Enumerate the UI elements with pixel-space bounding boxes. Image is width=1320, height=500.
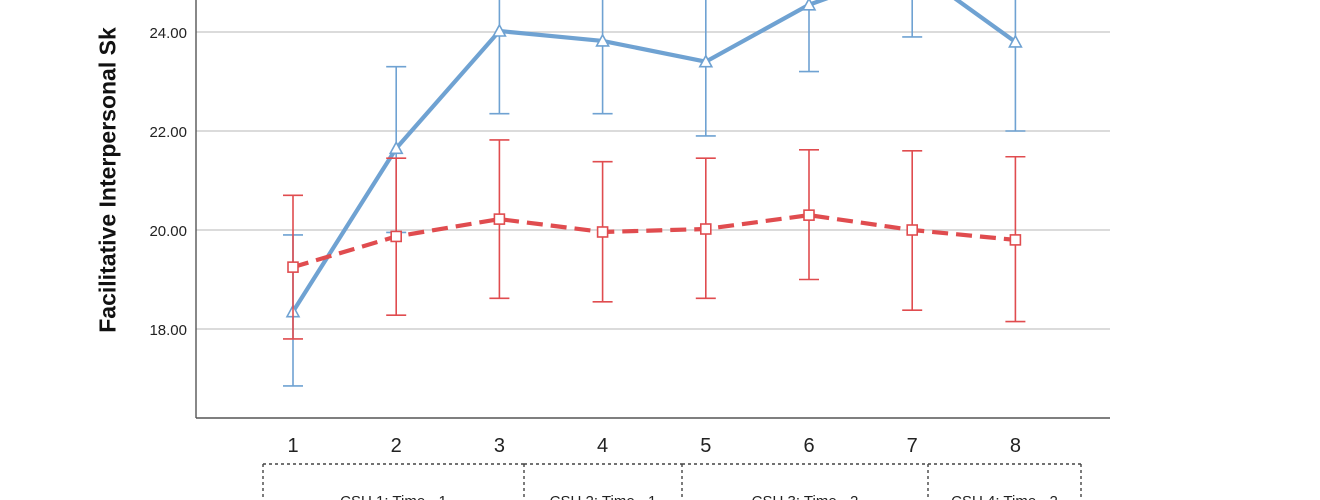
x-tick-label: 8: [1010, 435, 1021, 457]
y-tick-label: 20.00: [149, 223, 187, 240]
data-point: [388, 140, 404, 155]
group-label: CSU 1: Time - 1: [340, 493, 447, 500]
x-tick-label: 2: [391, 435, 402, 457]
data-point: [698, 54, 714, 68]
x-tick-label: 7: [907, 435, 918, 457]
x-tick-label: 3: [494, 435, 505, 457]
data-point: [390, 230, 403, 243]
data-point: [287, 261, 299, 273]
y-tick-label: 24.00: [149, 25, 187, 42]
data-point: [596, 226, 609, 238]
data-point: [699, 223, 712, 235]
data-point: [906, 224, 919, 236]
group-label: CSU 3: Time - 2: [752, 493, 859, 500]
data-point: [1008, 34, 1023, 48]
data-point: [801, 0, 817, 11]
y-tick-label: 18.00: [149, 322, 187, 339]
series-line: [291, 0, 1017, 313]
data-point: [595, 33, 610, 47]
data-point: [1009, 234, 1022, 246]
series-line: [292, 213, 1016, 270]
y-tick-label: 22.00: [149, 124, 187, 141]
group-label: CSU 4: Time - 2: [951, 493, 1058, 500]
x-tick-label: 5: [700, 435, 711, 457]
x-tick-label: 6: [803, 435, 814, 457]
data-point: [492, 23, 507, 37]
x-tick-label: 1: [287, 435, 298, 457]
group-label: CSU 2: Time - 1: [550, 493, 657, 500]
data-point: [493, 213, 506, 225]
data-point: [803, 209, 815, 221]
x-tick-label: 4: [597, 435, 608, 457]
